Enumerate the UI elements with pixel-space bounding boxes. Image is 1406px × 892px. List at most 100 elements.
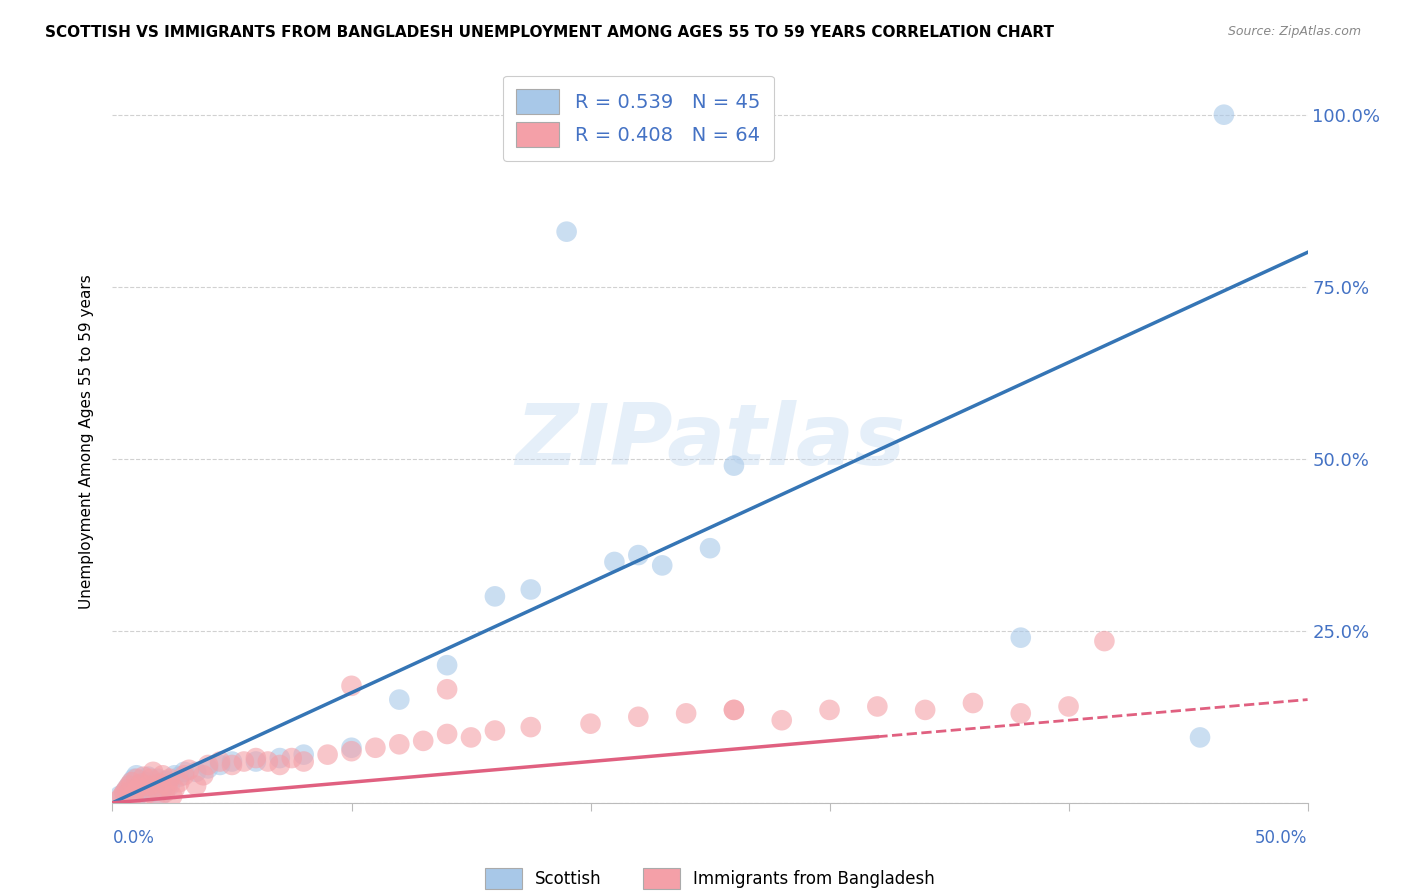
Point	[627, 548, 650, 562]
Point	[257, 755, 280, 769]
Point	[125, 772, 148, 786]
Point	[153, 773, 176, 788]
Point	[675, 706, 697, 721]
Point	[627, 710, 650, 724]
Point	[142, 780, 165, 795]
Point	[132, 779, 155, 793]
Point	[245, 751, 267, 765]
Point	[132, 770, 155, 784]
Point	[156, 779, 179, 793]
Text: SCOTTISH VS IMMIGRANTS FROM BANGLADESH UNEMPLOYMENT AMONG AGES 55 TO 59 YEARS CO: SCOTTISH VS IMMIGRANTS FROM BANGLADESH U…	[45, 25, 1054, 40]
Point	[436, 658, 458, 673]
Point	[139, 785, 162, 799]
Point	[388, 737, 411, 751]
Y-axis label: Unemployment Among Ages 55 to 59 years: Unemployment Among Ages 55 to 59 years	[79, 274, 94, 609]
Point	[603, 555, 626, 569]
Point	[209, 755, 232, 769]
Point	[292, 755, 315, 769]
Point	[962, 696, 984, 710]
Point	[153, 785, 176, 799]
Point	[159, 779, 181, 793]
Point	[163, 768, 186, 782]
Point	[245, 755, 267, 769]
Point	[1094, 634, 1116, 648]
Point	[118, 779, 141, 793]
Point	[316, 747, 339, 762]
Point	[122, 772, 145, 786]
Point	[138, 779, 160, 793]
Point	[149, 776, 172, 790]
Point	[128, 780, 150, 795]
Point	[108, 789, 131, 803]
Point	[340, 679, 363, 693]
Point	[129, 783, 152, 797]
Point	[163, 782, 186, 797]
Point	[146, 783, 169, 797]
Point	[118, 779, 141, 793]
Point	[114, 785, 135, 799]
Point	[723, 703, 745, 717]
Point	[1057, 699, 1080, 714]
Point	[121, 775, 143, 789]
Point	[125, 768, 148, 782]
Point	[914, 703, 936, 717]
Point	[169, 775, 191, 789]
Point	[193, 768, 215, 782]
Point	[115, 782, 138, 797]
Point	[233, 755, 256, 769]
Point	[723, 703, 745, 717]
Point	[145, 790, 167, 805]
Point	[169, 770, 191, 784]
Point	[221, 758, 243, 772]
Point	[142, 764, 165, 779]
Point	[281, 751, 304, 765]
Point	[138, 770, 160, 784]
Point	[173, 768, 195, 782]
Point	[121, 790, 143, 805]
Point	[520, 720, 543, 734]
Point	[115, 782, 138, 797]
Point	[269, 758, 291, 772]
Point	[111, 789, 134, 803]
Text: 50.0%: 50.0%	[1256, 829, 1308, 847]
Point	[651, 558, 673, 573]
Point	[128, 788, 150, 802]
Point	[269, 751, 291, 765]
Point	[197, 761, 219, 775]
Point	[145, 776, 167, 790]
Point	[555, 225, 578, 239]
Point	[436, 727, 458, 741]
Point	[364, 740, 387, 755]
Point	[579, 716, 602, 731]
Point	[139, 772, 162, 786]
Point	[412, 734, 434, 748]
Point	[436, 682, 458, 697]
Point	[520, 582, 543, 597]
Point	[340, 740, 363, 755]
Point	[162, 789, 183, 803]
Point	[114, 785, 135, 799]
Point	[177, 763, 200, 777]
Point	[1010, 631, 1032, 645]
Point	[121, 775, 143, 789]
Text: Source: ZipAtlas.com: Source: ZipAtlas.com	[1227, 25, 1361, 38]
Point	[484, 723, 506, 738]
Point	[292, 747, 315, 762]
Point	[125, 790, 148, 805]
Point	[129, 776, 152, 790]
Point	[818, 703, 841, 717]
Point	[152, 782, 174, 797]
Point	[108, 792, 131, 806]
Point	[209, 758, 232, 772]
Point	[340, 744, 363, 758]
Point	[723, 458, 745, 473]
Point	[135, 775, 157, 789]
Text: 0.0%: 0.0%	[112, 829, 155, 847]
Point	[197, 758, 219, 772]
Point	[149, 789, 172, 803]
Point	[221, 755, 243, 769]
Legend: Scottish, Immigrants from Bangladesh: Scottish, Immigrants from Bangladesh	[478, 862, 942, 892]
Point	[866, 699, 889, 714]
Point	[460, 731, 482, 745]
Point	[122, 788, 145, 802]
